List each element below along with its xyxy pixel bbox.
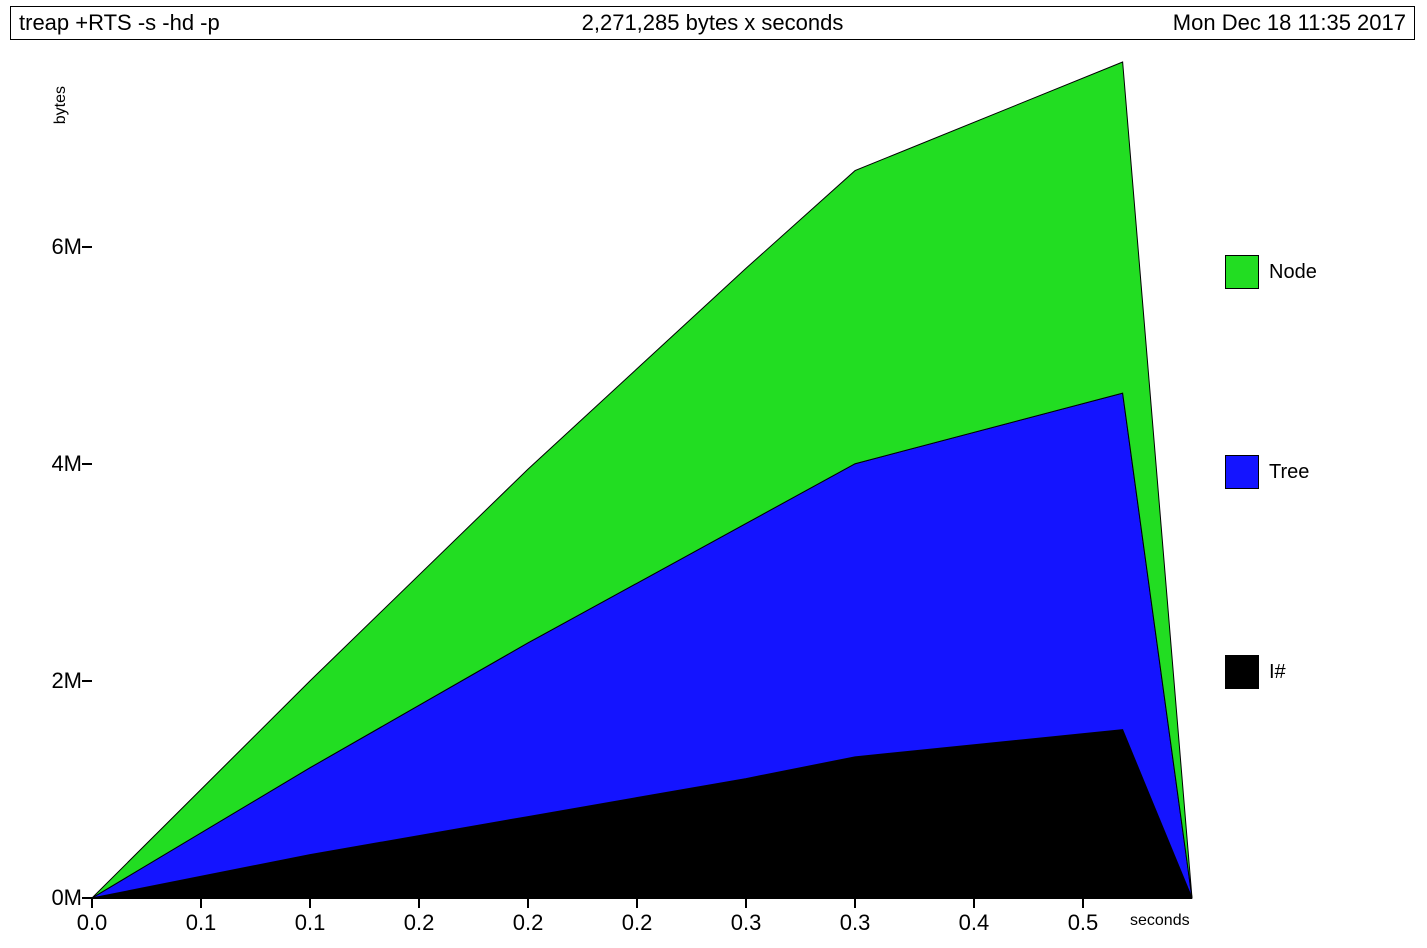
plot-area: [92, 62, 1192, 898]
x-tick-label: 0.2: [622, 910, 653, 936]
header-left: treap +RTS -s -hd -p: [19, 10, 481, 36]
y-tick-label: 6M: [22, 234, 82, 260]
x-tick-label: 0.4: [959, 910, 990, 936]
legend-label: Tree: [1269, 461, 1309, 484]
x-tick-mark: [1082, 898, 1084, 908]
x-tick-mark: [973, 898, 975, 908]
x-tick-label: 0.1: [186, 910, 217, 936]
page: treap +RTS -s -hd -p 2,271,285 bytes x s…: [0, 0, 1427, 948]
x-tick-mark: [854, 898, 856, 908]
x-tick-mark: [309, 898, 311, 908]
x-tick-mark: [200, 898, 202, 908]
legend-item: Tree: [1225, 455, 1309, 489]
y-tick-mark: [82, 463, 92, 465]
x-tick-mark: [745, 898, 747, 908]
y-tick-label: 4M: [22, 451, 82, 477]
legend-item: I#: [1225, 655, 1286, 689]
x-tick-label: 0.1: [295, 910, 326, 936]
x-tick-label: 0.2: [404, 910, 435, 936]
x-tick-label: 0.3: [840, 910, 871, 936]
x-tick-label: 0.0: [77, 910, 108, 936]
header-center: 2,271,285 bytes x seconds: [481, 10, 943, 36]
x-tick-mark: [636, 898, 638, 908]
legend-item: Node: [1225, 255, 1317, 289]
x-tick-mark: [418, 898, 420, 908]
y-tick-label: 0M: [22, 885, 82, 911]
x-tick-label: 0.2: [513, 910, 544, 936]
legend-swatch: [1225, 255, 1259, 289]
y-axis-label: bytes: [52, 86, 70, 124]
x-tick-mark: [527, 898, 529, 908]
area-chart: [92, 62, 1192, 898]
x-tick-label: 0.3: [731, 910, 762, 936]
legend-swatch: [1225, 655, 1259, 689]
legend-swatch: [1225, 455, 1259, 489]
legend-label: Node: [1269, 261, 1317, 284]
legend-label: I#: [1269, 661, 1286, 684]
header-right: Mon Dec 18 11:35 2017: [944, 10, 1406, 36]
x-tick-mark: [91, 898, 93, 908]
x-axis-line: [92, 897, 1192, 899]
y-tick-mark: [82, 680, 92, 682]
y-tick-mark: [82, 246, 92, 248]
x-axis-label: seconds: [1130, 912, 1190, 930]
x-tick-label: 0.5: [1068, 910, 1099, 936]
y-tick-label: 2M: [22, 668, 82, 694]
header-box: treap +RTS -s -hd -p 2,271,285 bytes x s…: [10, 6, 1415, 40]
